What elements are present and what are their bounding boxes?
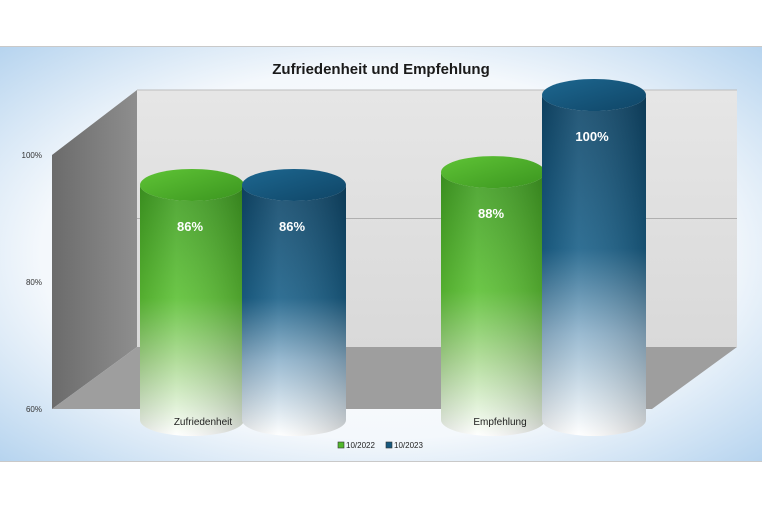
category-label: Zufriedenheit (174, 417, 233, 428)
data-label: 100% (575, 129, 609, 144)
legend-label: 10/2022 (346, 441, 375, 450)
y-tick-label: 80% (26, 278, 42, 287)
chart-frame: Zufriedenheit und Empfehlung 60% 80% 100% … (0, 46, 762, 462)
chart-svg: Zufriedenheit und Empfehlung 60%80%100% … (0, 47, 762, 461)
legend-swatch (385, 441, 393, 449)
bars (140, 79, 646, 436)
y-axis-ticks: 60% 80% 100% (22, 151, 42, 414)
side-wall (52, 90, 137, 409)
cylinder-top (542, 79, 646, 111)
cylinder-shading (242, 184, 346, 436)
category-label: Empfehlung (473, 417, 526, 428)
data-labels: 86% 86% 88% 100% (177, 129, 609, 234)
cylinder-shading (441, 172, 545, 436)
data-label: 86% (279, 219, 305, 234)
data-label: 86% (177, 219, 203, 234)
y-tick-label: 100% (22, 151, 42, 160)
legend: 10/2022 10/2023 (337, 441, 423, 450)
legend-swatch (337, 441, 345, 449)
cylinder-top (242, 168, 346, 201)
cylinder-shading (542, 95, 646, 436)
cylinder-top (140, 168, 244, 201)
data-label: 88% (478, 206, 504, 221)
chart-title: Zufriedenheit und Empfehlung (272, 61, 490, 78)
cylinder-shading (140, 184, 244, 436)
legend-label: 10/2023 (394, 441, 423, 450)
cylinder-top (441, 156, 545, 189)
category-labels: Zufriedenheit Empfehlung (174, 417, 527, 428)
y-tick-label: 60% (26, 405, 42, 414)
